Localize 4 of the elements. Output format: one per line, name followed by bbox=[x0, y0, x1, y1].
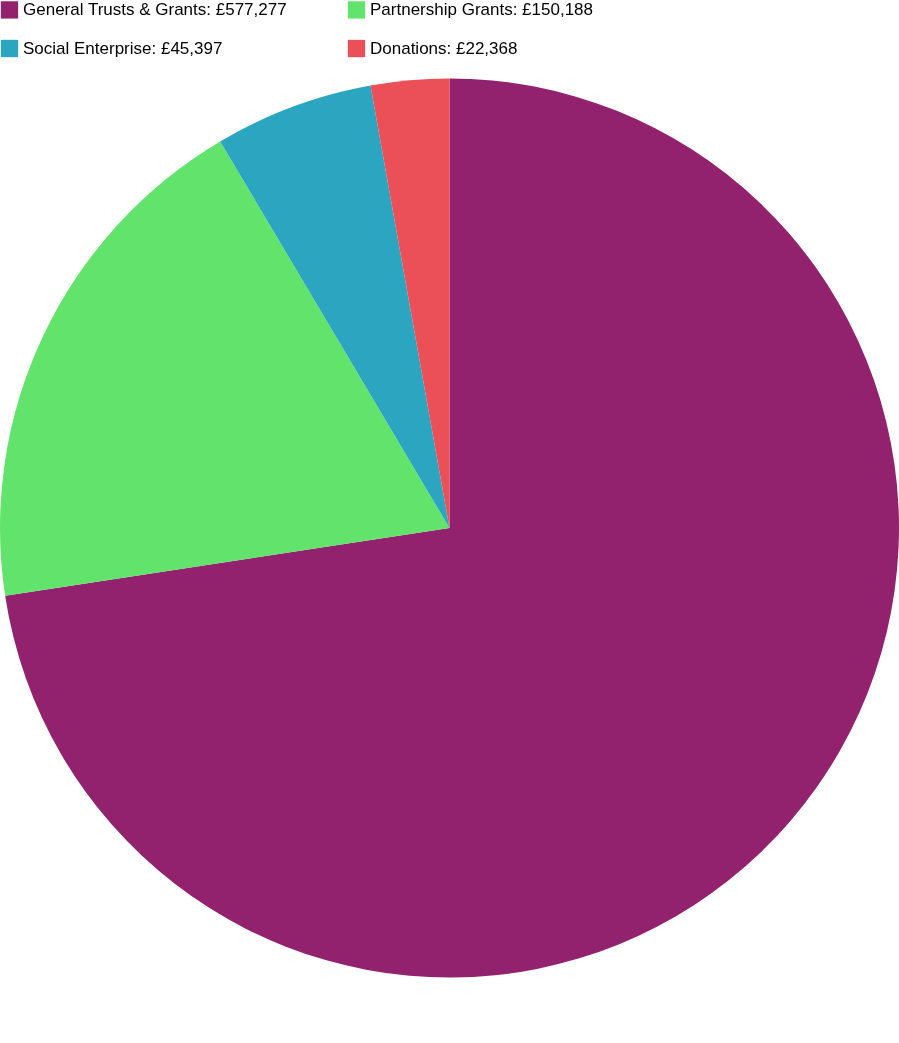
legend-label: General Trusts & Grants: £577,277 bbox=[23, 0, 287, 19]
legend-label: Partnership Grants: £150,188 bbox=[370, 0, 594, 19]
legend-label: Donations: £22,368 bbox=[370, 38, 518, 58]
legend-label: Social Enterprise: £45,397 bbox=[23, 38, 223, 58]
